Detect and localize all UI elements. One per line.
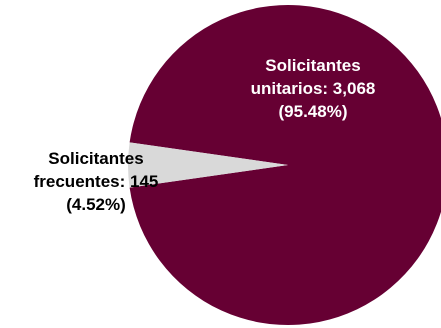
pie-label-line: (4.52%) [66, 195, 126, 214]
pie-label-line: Solicitantes [48, 149, 143, 168]
pie-slices [128, 5, 441, 325]
pie-labels: Solicitantes unitarios: 3,068 (95.48%)Soli… [34, 56, 376, 214]
pie-label-line: (95.48%) [279, 102, 348, 121]
pie-slice-unitarios [129, 5, 441, 325]
pie-label-line: frecuentes: 145 [34, 172, 159, 191]
pie-label-frecuentes: Solicitantes frecuentes: 145 (4.52%) [34, 149, 159, 214]
pie-label-unitarios: Solicitantes unitarios: 3,068 (95.48%) [251, 56, 376, 121]
pie-label-line: unitarios: 3,068 [251, 79, 376, 98]
pie-slice-frecuentes [128, 142, 288, 188]
pie-label-line: Solicitantes [265, 56, 360, 75]
